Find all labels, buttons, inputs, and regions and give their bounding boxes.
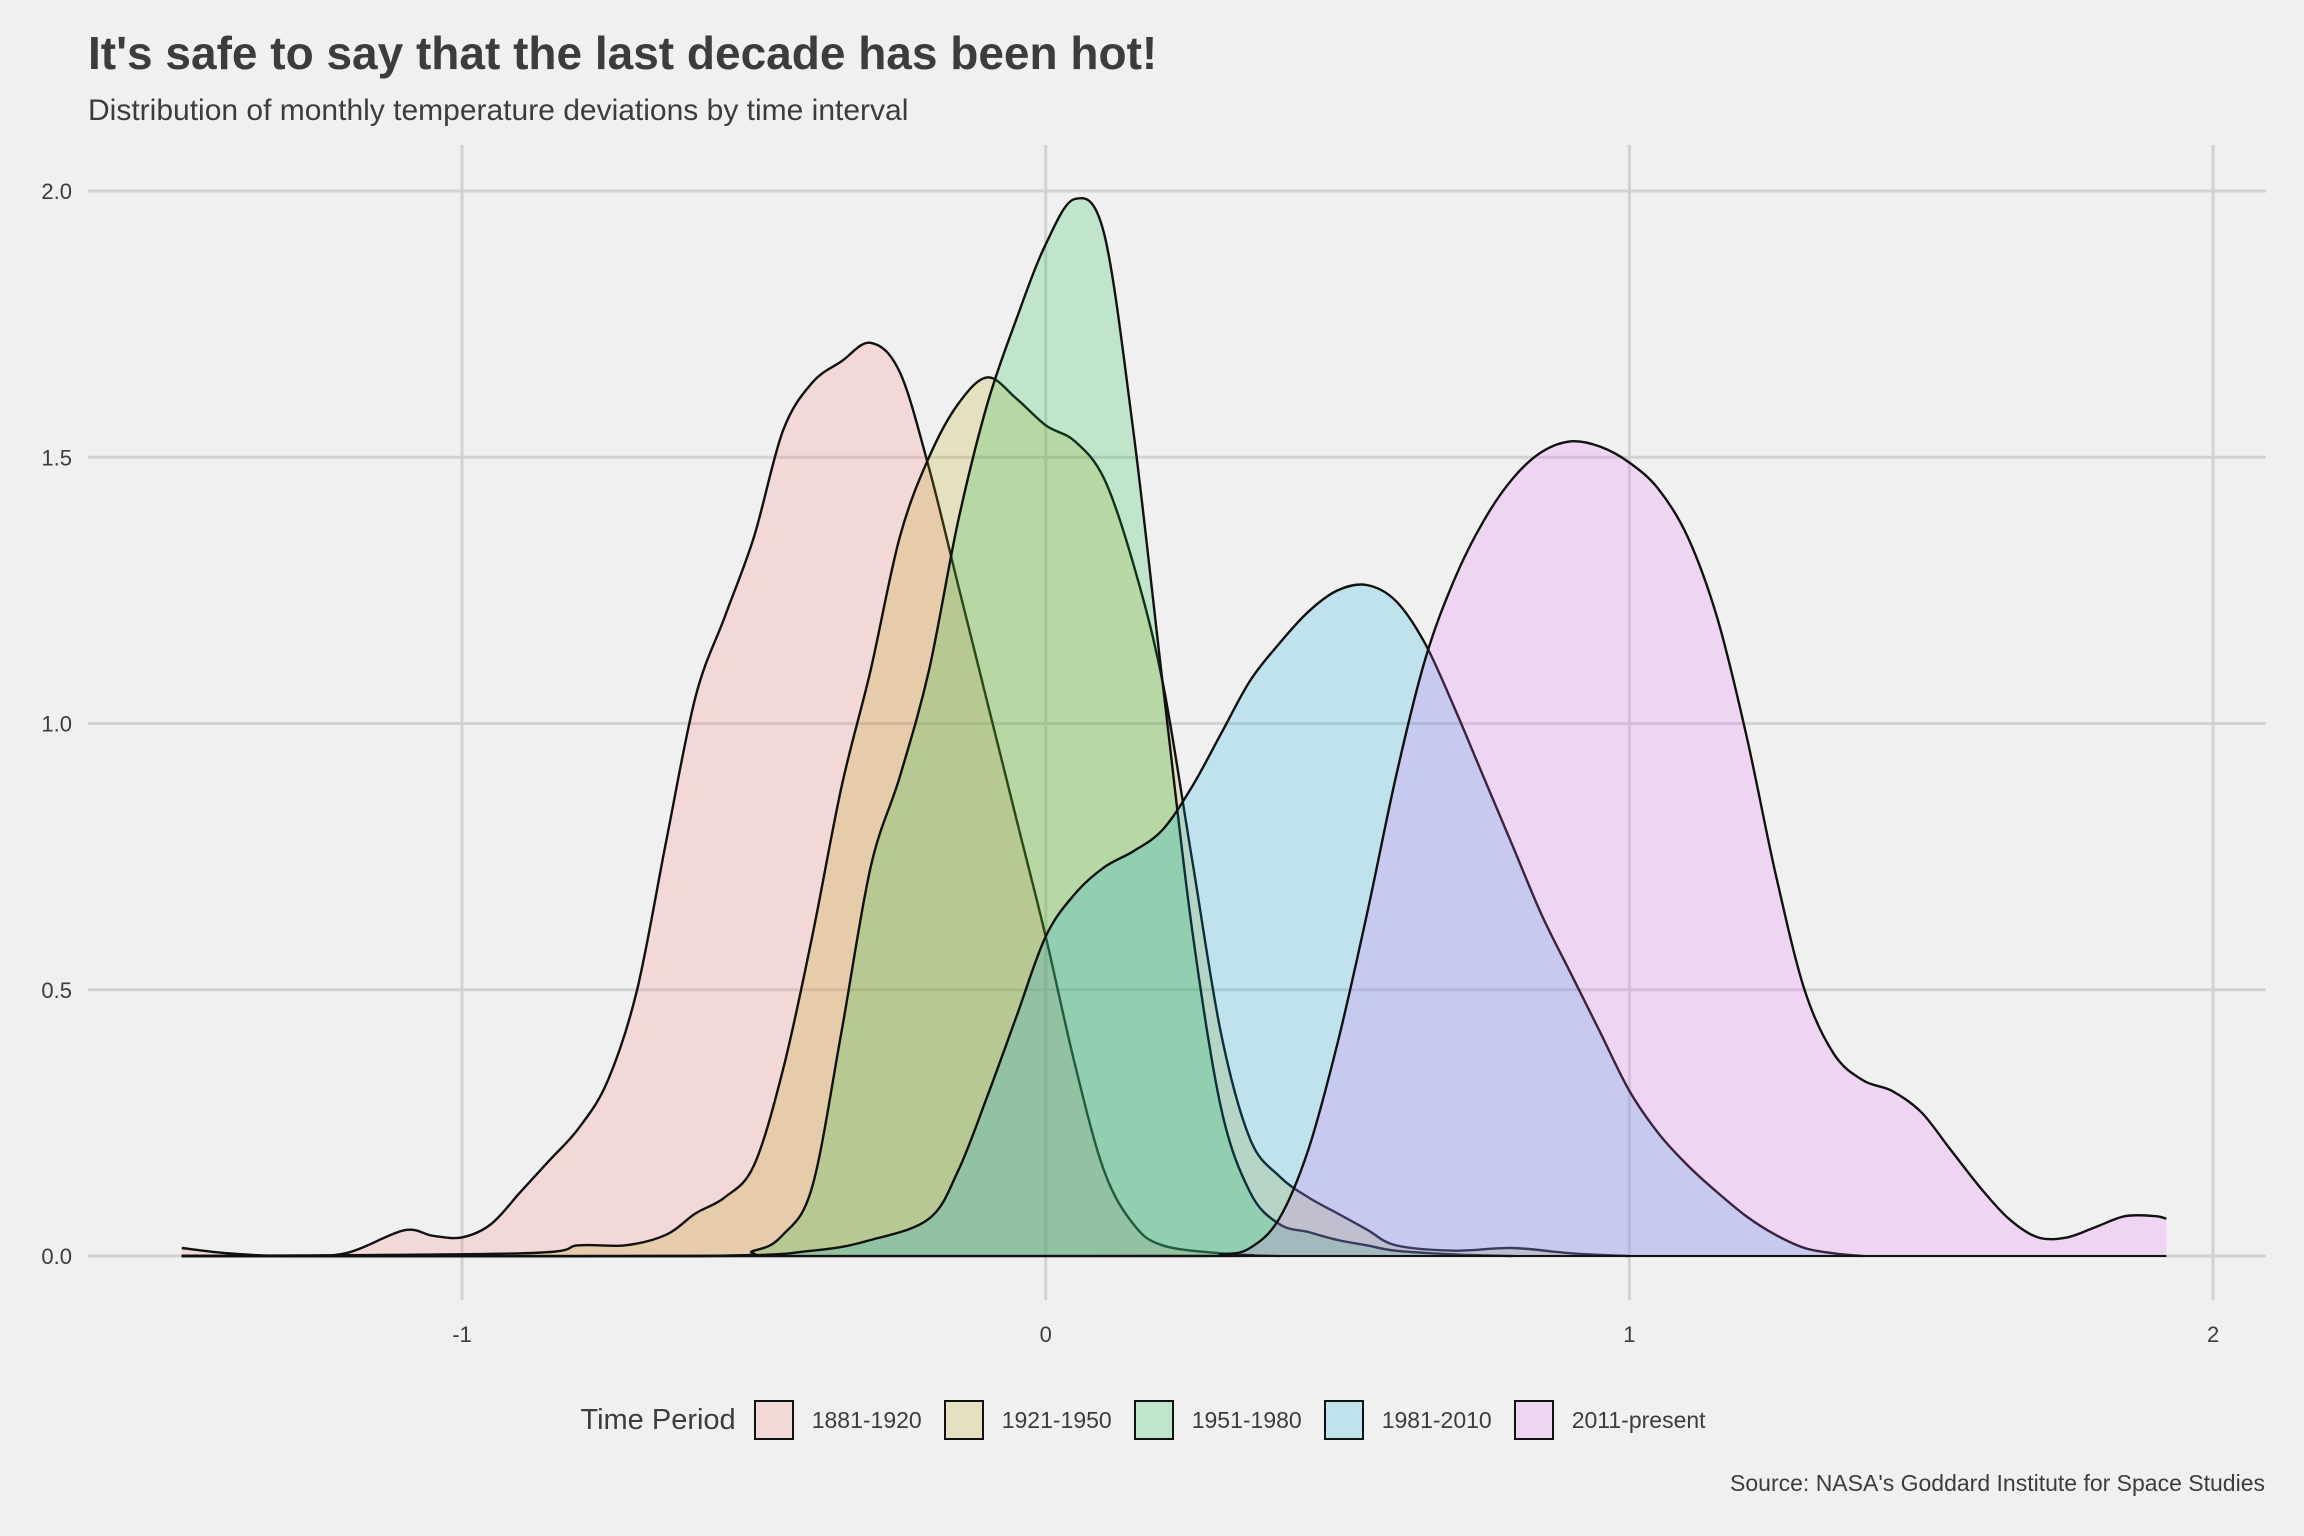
x-tick-label: 0 xyxy=(1040,1322,1052,1347)
density-outline-2011-present xyxy=(181,439,2167,1258)
density-area-1951-1980 xyxy=(181,198,1513,1257)
legend-item: 1921-1950 xyxy=(943,1400,1112,1440)
density-area-1921-1950 xyxy=(181,377,1630,1256)
tick-labels: 0.0 0.5 1.0 1.5 2.0 -1 0 1 2 xyxy=(41,179,2219,1347)
x-tick-label: 2 xyxy=(2207,1322,2219,1347)
chart-subtitle: Distribution of monthly temperature devi… xyxy=(88,94,909,127)
legend-item: 1981-2010 xyxy=(1323,1400,1492,1440)
density-area-2011-present xyxy=(181,441,2167,1257)
legend-item: 1951-1980 xyxy=(1133,1400,1302,1440)
legend-swatch xyxy=(1323,1400,1364,1440)
y-tick-label: 1.0 xyxy=(41,712,72,737)
x-tick-label: 1 xyxy=(1623,1322,1635,1347)
density-area-1881-1920 xyxy=(181,342,1280,1257)
legend-label: 1951-1980 xyxy=(1191,1406,1302,1433)
y-tick-label: 2.0 xyxy=(41,179,72,204)
legend-label: 1881-1920 xyxy=(811,1406,922,1433)
legend: Time Period 1881-1920 1921-1950 1951-1980 1… xyxy=(0,1398,2304,1442)
legend-label: 2011-present xyxy=(1571,1406,1706,1433)
legend-items: 1881-1920 1921-1950 1951-1980 1981-2010 2011… xyxy=(753,1400,1728,1440)
density-areas xyxy=(181,197,2167,1258)
legend-swatch xyxy=(1133,1400,1174,1440)
source-caption: Source: NASA's Goddard Institute for Spa… xyxy=(1730,1470,2265,1496)
density-outline-1881-1920 xyxy=(181,341,1280,1258)
legend-swatch xyxy=(943,1400,984,1440)
legend-label: 1981-2010 xyxy=(1381,1406,1492,1433)
y-tick-label: 1.5 xyxy=(41,445,72,470)
density-outline-1951-1980 xyxy=(181,197,1513,1258)
y-tick-label: 0.5 xyxy=(41,978,72,1003)
density-area-1981-2010 xyxy=(181,584,1863,1257)
density-outline-1981-2010 xyxy=(181,583,1863,1258)
x-tick-label: -1 xyxy=(452,1322,472,1347)
legend-swatch xyxy=(1513,1400,1554,1440)
legend-title: Time Period xyxy=(580,1403,736,1436)
y-tick-label: 0.0 xyxy=(41,1244,72,1269)
legend-label: 1921-1950 xyxy=(1001,1406,1112,1433)
chart-title: It's safe to say that the last decade ha… xyxy=(88,27,1158,79)
legend-item: 2011-present xyxy=(1513,1400,1706,1440)
legend-item: 1881-1920 xyxy=(753,1400,922,1440)
legend-swatch xyxy=(753,1400,794,1440)
density-outline-1921-1950 xyxy=(181,376,1630,1258)
